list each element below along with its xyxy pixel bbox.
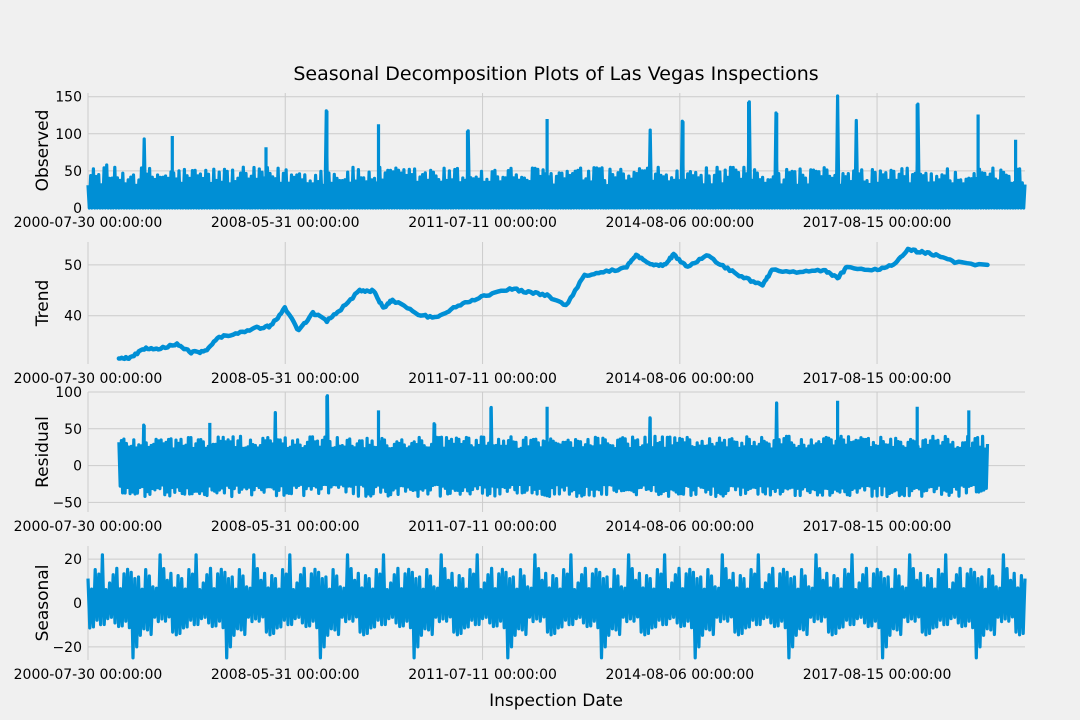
x-tick-label: 2008-05-31 00:00:00 [211, 215, 360, 231]
trend-series-line [116, 246, 990, 362]
x-tick-label: 2014-08-06 00:00:00 [605, 215, 754, 231]
y-tick-label: 20 [64, 552, 82, 568]
residual-series-line [117, 394, 990, 499]
x-tick-label: 2008-05-31 00:00:00 [211, 667, 360, 683]
y-tick-label: 0 [73, 596, 82, 612]
x-tick-label: 2011-07-11 00:00:00 [408, 667, 557, 683]
x-tick-label: 2011-07-11 00:00:00 [408, 371, 557, 387]
seasonal-y-label: Seasonal [33, 565, 53, 642]
y-tick-label: 0 [73, 459, 82, 475]
y-tick-label: 50 [64, 164, 82, 180]
x-tick-label: 2000-07-30 00:00:00 [14, 519, 163, 535]
x-tick-label: 2011-07-11 00:00:00 [408, 519, 557, 535]
y-tick-label: 50 [64, 422, 82, 438]
x-tick-label: 2008-05-31 00:00:00 [211, 519, 360, 535]
panel-trend: 40 50 2000-07-30 00:00:00 2008-05-31 00:00:… [14, 242, 1025, 387]
x-tick-label: 2017-08-15 00:00:00 [803, 519, 952, 535]
x-tick-label: 2014-08-06 00:00:00 [605, 519, 754, 535]
chart-title: Seasonal Decomposition Plots of Las Vega… [293, 63, 818, 85]
y-tick-label: 50 [64, 258, 82, 274]
observed-series-line [86, 94, 1027, 210]
panel-observed: 0 50 100 150 2000-07-30 00:00:00 2008-05-31 0… [14, 90, 1027, 231]
y-tick-label: −20 [52, 640, 82, 656]
x-tick-label: 2017-08-15 00:00:00 [803, 371, 952, 387]
trend-grid [87, 242, 1025, 364]
x-tick-label: 2000-07-30 00:00:00 [14, 215, 163, 231]
seasonal-series-line [86, 553, 1027, 660]
x-tick-label: 2017-08-15 00:00:00 [803, 667, 952, 683]
x-tick-label: 2000-07-30 00:00:00 [14, 667, 163, 683]
observed-y-label: Observed [33, 110, 53, 192]
panel-seasonal: −20 0 20 2000-07-30 00:00:00 2008-05-31 00:0… [14, 546, 1027, 683]
x-tick-label: 2000-07-30 00:00:00 [14, 371, 163, 387]
x-tick-label: 2008-05-31 00:00:00 [211, 371, 360, 387]
trend-y-label: Trend [33, 280, 53, 328]
x-tick-label: 2014-08-06 00:00:00 [605, 667, 754, 683]
y-tick-label: 0 [73, 201, 82, 217]
panel-residual: −50 0 50 100 2000-07-30 00:00:00 2008-05-31 0… [14, 385, 1025, 535]
x-tick-label: 2014-08-06 00:00:00 [605, 371, 754, 387]
y-tick-label: 150 [55, 90, 82, 106]
y-tick-label: 100 [55, 127, 82, 143]
x-tick-label: 2011-07-11 00:00:00 [408, 215, 557, 231]
y-tick-label: 40 [64, 309, 82, 325]
residual-y-label: Residual [33, 416, 53, 488]
y-tick-label: −50 [52, 495, 82, 511]
x-axis-label: Inspection Date [489, 691, 623, 711]
x-tick-label: 2017-08-15 00:00:00 [803, 215, 952, 231]
panels-group: 0 50 100 150 2000-07-30 00:00:00 2008-05-31 0… [14, 90, 1027, 683]
y-tick-label: 100 [55, 385, 82, 401]
